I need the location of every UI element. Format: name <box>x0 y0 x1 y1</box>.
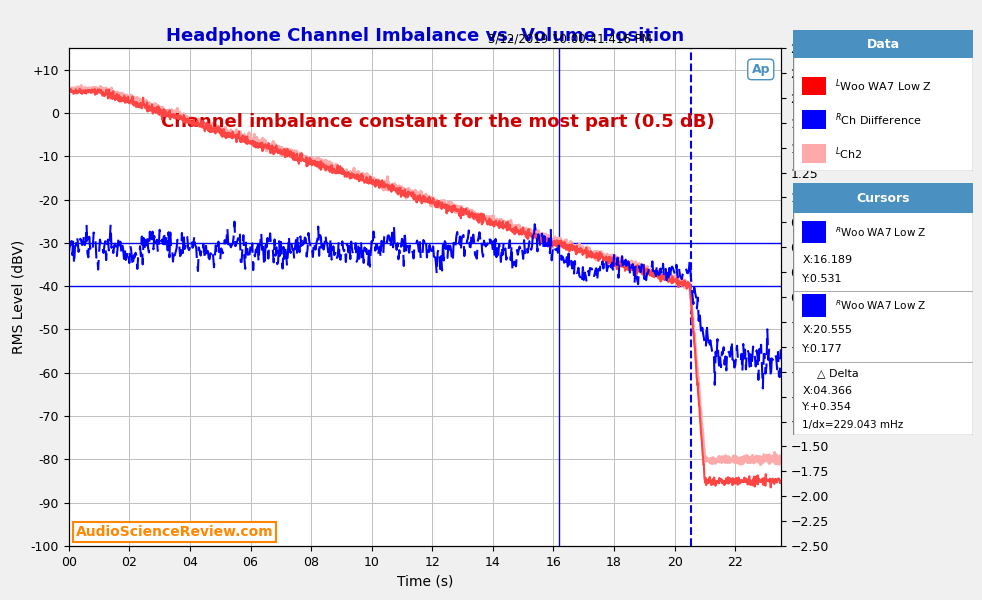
Text: Ap: Ap <box>751 63 770 76</box>
Text: X:16.189: X:16.189 <box>802 255 852 265</box>
FancyBboxPatch shape <box>793 30 973 171</box>
Text: 1/dx=229.043 mHz: 1/dx=229.043 mHz <box>802 420 903 430</box>
Text: X:20.555: X:20.555 <box>802 325 852 335</box>
Text: Channel imbalance constant for the most part (0.5 dB): Channel imbalance constant for the most … <box>161 113 715 131</box>
Text: Cursors: Cursors <box>856 191 910 205</box>
Y-axis label: RMS Level (dBV): RMS Level (dBV) <box>11 240 26 354</box>
Bar <box>802 221 826 244</box>
Text: △ Delta: △ Delta <box>817 368 858 378</box>
Text: AudioScienceReview.com: AudioScienceReview.com <box>76 525 273 539</box>
Bar <box>802 294 826 317</box>
Bar <box>802 110 826 128</box>
Text: $^L$Woo WA7 Low Z: $^L$Woo WA7 Low Z <box>835 77 932 94</box>
Text: $^R$Woo WA7 Low Z: $^R$Woo WA7 Low Z <box>835 298 926 312</box>
FancyBboxPatch shape <box>793 183 973 213</box>
Bar <box>802 77 826 95</box>
X-axis label: Time (s): Time (s) <box>397 574 453 588</box>
Text: $^L$Ch2: $^L$Ch2 <box>835 145 862 161</box>
Text: $^R$Woo WA7 Low Z: $^R$Woo WA7 Low Z <box>835 225 926 239</box>
Text: Data: Data <box>867 38 900 50</box>
Text: $^R$Ch Diifference: $^R$Ch Diifference <box>835 111 921 128</box>
Text: Y:+0.354: Y:+0.354 <box>802 402 852 412</box>
Text: 3/12/2019 10:00:41.416 PM: 3/12/2019 10:00:41.416 PM <box>488 33 651 46</box>
Y-axis label: RMS Level (dB): RMS Level (dB) <box>836 244 849 350</box>
Text: X:04.366: X:04.366 <box>802 386 852 396</box>
FancyBboxPatch shape <box>793 183 973 435</box>
Text: Y:0.531: Y:0.531 <box>802 274 843 284</box>
Title: Headphone Channel Imbalance vs. Volume Position: Headphone Channel Imbalance vs. Volume P… <box>166 27 683 45</box>
Text: Y:0.177: Y:0.177 <box>802 344 844 355</box>
Bar <box>802 144 826 163</box>
FancyBboxPatch shape <box>793 30 973 58</box>
